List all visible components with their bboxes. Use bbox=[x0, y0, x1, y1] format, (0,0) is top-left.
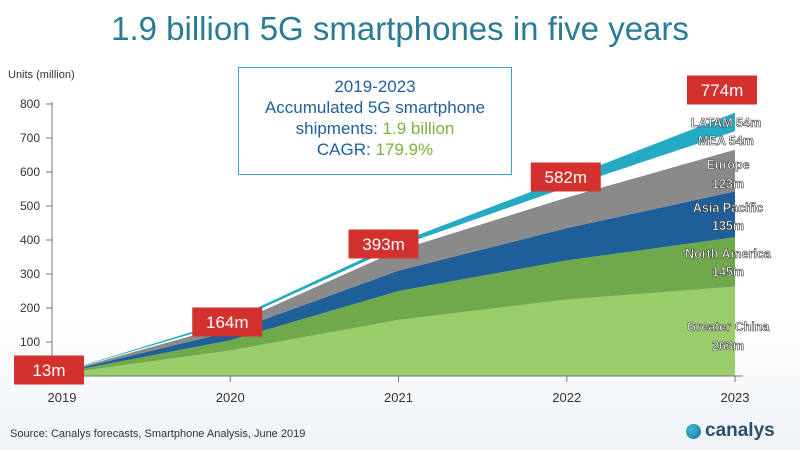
total-label: 13m bbox=[32, 361, 65, 380]
x-tick-label: 2020 bbox=[216, 390, 245, 405]
segment-label: LATAM 54m bbox=[691, 116, 761, 130]
callout-cagr: CAGR: 179.9% bbox=[316, 140, 434, 159]
segment-label-value: 263m bbox=[712, 339, 744, 353]
y-tick-label: 100 bbox=[20, 335, 40, 349]
area-north-america bbox=[62, 237, 735, 374]
callout-shipments: shipments: 1.9 billion bbox=[295, 119, 455, 138]
area-europe bbox=[62, 149, 735, 373]
total-label-box bbox=[530, 162, 601, 192]
summary-callout: 2019-2023 Accumulated 5G smartphone ship… bbox=[238, 67, 512, 175]
area-greater-china bbox=[62, 286, 735, 376]
segment-label-name: Asia Pacific bbox=[693, 201, 763, 215]
callout-description: Accumulated 5G smartphone bbox=[264, 98, 486, 117]
segment-label-value: 123m bbox=[712, 177, 744, 191]
callout-shipments-value: 1.9 billion bbox=[382, 119, 455, 138]
segment-label: MEA 54m bbox=[698, 134, 754, 148]
y-tick-label: 600 bbox=[20, 165, 40, 179]
total-label: 774m bbox=[701, 81, 744, 100]
brand-name: canalys bbox=[705, 420, 775, 441]
total-label-box bbox=[192, 307, 263, 337]
y-axis-label: Units (million) bbox=[8, 69, 75, 81]
y-tick-label: 800 bbox=[20, 97, 40, 111]
x-tick-label: 2023 bbox=[721, 390, 750, 405]
segment-label-value: 135m bbox=[712, 219, 744, 233]
y-tick-label: 400 bbox=[20, 233, 40, 247]
total-label-box bbox=[687, 75, 757, 105]
page-title: 1.9 billion 5G smartphones in five years bbox=[111, 10, 689, 47]
callout-cagr-value: 179.9% bbox=[375, 140, 434, 159]
segment-label-name: Europe bbox=[706, 158, 749, 172]
segment-label-name: Greater China bbox=[687, 320, 771, 334]
source-note: Source: Canalys forecasts, Smartphone An… bbox=[10, 428, 306, 440]
callout-period: 2019-2023 bbox=[334, 77, 416, 96]
total-label: 164m bbox=[206, 313, 249, 332]
y-tick-label: 300 bbox=[20, 267, 40, 281]
canalys-globe-icon bbox=[686, 423, 701, 439]
brand-logo: canalys bbox=[686, 420, 775, 442]
segment-label-value: 145m bbox=[712, 265, 744, 279]
x-tick-label: 2019 bbox=[48, 390, 77, 405]
total-label-box bbox=[14, 355, 84, 385]
total-label: 393m bbox=[362, 235, 405, 254]
x-tick-label: 2022 bbox=[552, 390, 581, 405]
x-tick-label: 2021 bbox=[384, 390, 413, 405]
area-asia-pacific bbox=[62, 191, 735, 373]
y-tick-label: 200 bbox=[20, 301, 40, 315]
y-tick-label: 700 bbox=[20, 131, 40, 145]
segment-label-name: North America bbox=[685, 247, 772, 261]
total-label-box bbox=[348, 229, 419, 259]
y-tick-label: 500 bbox=[20, 199, 40, 213]
total-label: 582m bbox=[544, 168, 587, 187]
